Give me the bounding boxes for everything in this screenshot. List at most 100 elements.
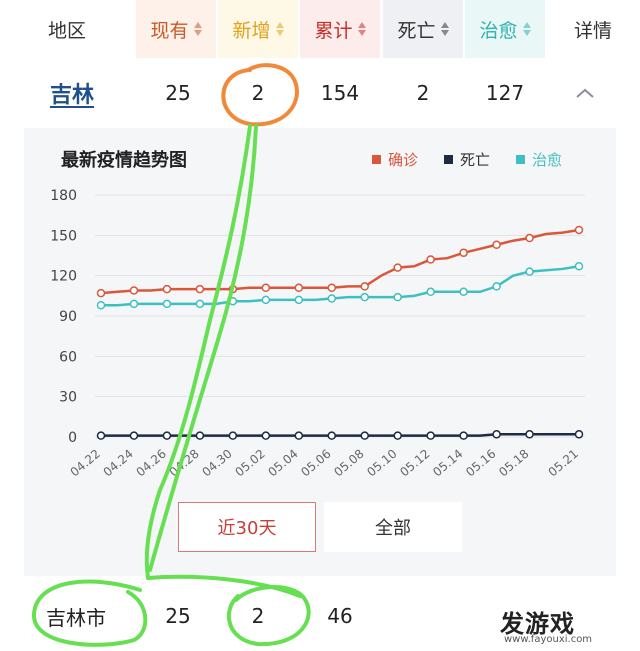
header-col-new[interactable]: 新增 xyxy=(218,0,298,58)
y-tick-label: 180 xyxy=(50,188,77,204)
header-col-total[interactable]: 累计 xyxy=(300,0,380,58)
province-total-value: 154 xyxy=(320,81,360,105)
legend-swatch xyxy=(516,155,525,164)
data-point xyxy=(327,283,337,293)
data-point xyxy=(492,240,501,249)
x-tick-label: 05.02 xyxy=(232,447,267,480)
data-point xyxy=(360,282,369,291)
sort-arrows-icon[interactable] xyxy=(522,22,531,36)
x-tick-label: 05.21 xyxy=(546,447,581,480)
x-tick-label: 04.30 xyxy=(199,447,234,480)
all-button[interactable]: 全部 xyxy=(324,502,462,552)
province-name-link[interactable]: 吉林 xyxy=(49,83,94,108)
data-point xyxy=(426,287,435,297)
x-tick-label: 04.24 xyxy=(101,447,136,480)
data-point xyxy=(162,431,172,440)
city-current-value: 25 xyxy=(165,604,191,628)
legend-label: 治愈 xyxy=(532,151,562,169)
data-point xyxy=(294,431,304,440)
recent-30-days-button[interactable]: 近30天 xyxy=(178,502,316,552)
sort-arrows-icon[interactable] xyxy=(357,22,366,36)
sort-arrows-icon[interactable] xyxy=(275,22,284,36)
data-point xyxy=(360,292,369,302)
trend-chart: 最新疫情趋势图 确诊 死亡 治愈030609012015018004.2204.240… xyxy=(50,149,585,480)
y-tick-label: 150 xyxy=(50,228,77,244)
data-point xyxy=(162,284,172,294)
header-col-deaths[interactable]: 死亡 xyxy=(383,0,463,58)
x-tick-label: 04.28 xyxy=(167,447,202,480)
x-tick-label: 05.04 xyxy=(265,447,300,480)
data-point xyxy=(393,263,402,272)
data-point xyxy=(574,262,584,271)
data-point xyxy=(459,431,468,440)
data-point xyxy=(492,282,501,291)
data-point xyxy=(96,431,106,440)
series-line-1 xyxy=(101,433,579,437)
data-point xyxy=(96,300,106,310)
province-row[interactable]: 吉林 25 2 154 2 127 xyxy=(0,60,640,126)
province-cured-value: 127 xyxy=(485,81,525,105)
x-tick-label: 05.10 xyxy=(364,447,399,480)
header-col-cured[interactable]: 治愈 xyxy=(465,0,545,58)
x-tick-label: 05.18 xyxy=(496,447,531,480)
data-point xyxy=(228,284,238,294)
y-tick-label: 0 xyxy=(68,430,77,446)
data-point xyxy=(393,292,402,302)
data-point xyxy=(294,295,304,305)
data-point xyxy=(261,295,271,305)
city-name: 吉林市 xyxy=(46,605,106,630)
header-col-label: 详情 xyxy=(573,19,612,42)
x-tick-label: 04.26 xyxy=(134,447,169,480)
watermark-site: www.fayouxi.com xyxy=(504,634,593,645)
data-point xyxy=(574,430,584,439)
header-col-label: 现有 xyxy=(150,19,189,42)
header-col-label: 新增 xyxy=(232,19,271,42)
header-col-region: 地区 xyxy=(0,0,134,58)
sort-arrows-icon[interactable] xyxy=(193,22,202,36)
header-col-details: 详情 xyxy=(546,0,640,58)
data-point xyxy=(162,299,172,309)
data-point xyxy=(129,431,139,440)
data-point xyxy=(129,286,139,295)
data-point xyxy=(228,296,238,306)
x-tick-label: 05.16 xyxy=(463,447,498,480)
data-point xyxy=(492,430,501,439)
province-new-value: 2 xyxy=(251,81,265,105)
chart-title: 最新疫情趋势图 xyxy=(61,149,187,171)
data-point xyxy=(327,294,337,303)
data-point xyxy=(195,299,205,309)
y-tick-label: 60 xyxy=(59,349,77,365)
header-col-label: 累计 xyxy=(314,19,353,42)
watermark-logo: 发游戏 www.fayouxi.com xyxy=(500,602,640,651)
header-col-label: 地区 xyxy=(47,19,86,42)
legend-swatch xyxy=(444,155,453,164)
y-tick-label: 120 xyxy=(50,269,77,285)
data-point xyxy=(525,267,534,276)
data-point xyxy=(360,431,369,440)
data-point xyxy=(129,299,139,309)
data-point xyxy=(327,431,337,440)
city-total-value: 46 xyxy=(327,604,353,628)
legend-label: 死亡 xyxy=(460,151,490,169)
series-line-0 xyxy=(100,228,580,295)
data-point xyxy=(459,287,468,297)
data-point xyxy=(294,283,304,293)
data-point xyxy=(574,225,584,235)
data-point xyxy=(459,248,468,258)
sort-arrows-icon[interactable] xyxy=(440,22,449,36)
data-point xyxy=(96,288,106,298)
collapse-chevron-icon[interactable] xyxy=(560,60,610,126)
data-point xyxy=(525,233,534,243)
trend-chart-panel: 最新疫情趋势图 确诊 死亡 治愈 0 30 60 90 120 150 180 04.22 04.24 0… xyxy=(24,128,616,576)
x-tick-label: 05.06 xyxy=(298,447,333,480)
header-col-label: 治愈 xyxy=(479,19,518,42)
province-current-value: 25 xyxy=(165,81,191,105)
data-point xyxy=(261,283,271,293)
data-point xyxy=(426,255,435,264)
data-point xyxy=(228,431,238,440)
data-point xyxy=(525,430,534,439)
y-tick-label: 90 xyxy=(59,309,77,325)
header-col-current[interactable]: 现有 xyxy=(136,0,216,58)
city-new-value: 2 xyxy=(251,604,265,628)
data-point xyxy=(195,431,205,440)
